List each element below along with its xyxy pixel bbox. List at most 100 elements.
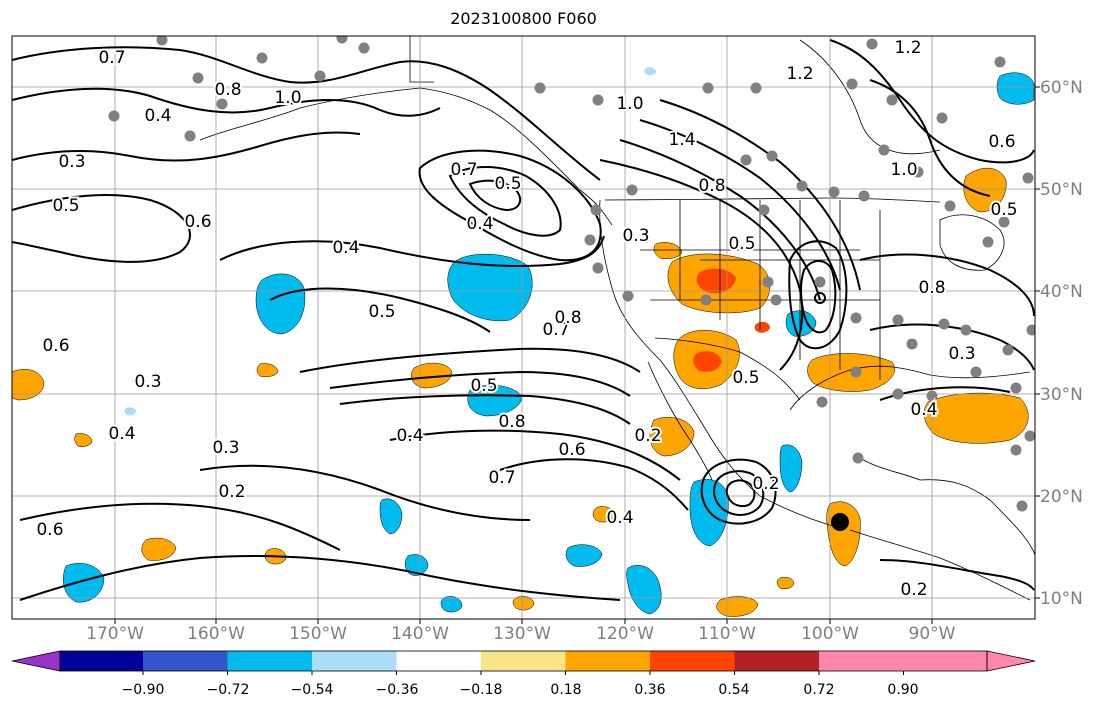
contour-ridge-2 [448, 166, 562, 237]
station-marker [938, 318, 950, 330]
station-marker [216, 98, 228, 110]
contour-north-1 [12, 46, 601, 181]
contour-label: 0.4 [144, 106, 171, 126]
contour-label: 1.2 [894, 38, 921, 58]
map-frame [11, 35, 1036, 620]
station-marker [256, 52, 268, 64]
contour-mid-1 [219, 235, 605, 268]
lon-label-160w: 160°W [187, 624, 245, 644]
station-marker [770, 294, 782, 306]
contour-ridge-3 [468, 179, 522, 212]
contour-label: 0.4 [396, 426, 423, 446]
station-marker [866, 38, 878, 50]
shade-pos-great-lakes [963, 168, 1007, 213]
contour-label: 1.2 [786, 64, 813, 84]
station-marker [850, 366, 862, 378]
colorbar-extend-max [986, 650, 1036, 672]
contour-north-2 [12, 87, 441, 117]
contour-label: 0.5 [470, 376, 497, 396]
station-marker [850, 312, 862, 324]
shade-pos-small-3 [653, 242, 683, 259]
lon-label-120w: 120°W [596, 624, 654, 644]
shade-neg-central-pacific [255, 273, 306, 335]
contour-label: 0.5 [728, 234, 755, 254]
colorbar-segment [60, 651, 143, 671]
lat-label-60n: 60°N [1040, 78, 1083, 98]
colorbar-label: −0.54 [290, 682, 334, 698]
colorbar-segment [734, 651, 819, 671]
contour-label: 0.8 [498, 412, 525, 432]
contour-continental-1 [599, 159, 804, 371]
colorbar-segment [565, 651, 650, 671]
station-marker [906, 338, 918, 350]
lon-label-140w: 140°W [391, 624, 449, 644]
map-borders [199, 36, 1035, 601]
border-alaska [409, 36, 434, 83]
contour-label: 0.6 [988, 132, 1015, 152]
colorbar-segment [819, 651, 987, 671]
contour-label: 0.7 [450, 160, 477, 180]
contour-label: 0.4 [108, 424, 135, 444]
contour-continental-3 [639, 119, 841, 291]
contour-label: 0.4 [332, 238, 359, 258]
contour-east-1 [859, 253, 1035, 317]
colorbar-label: 0.36 [634, 682, 666, 698]
station-marker [592, 94, 604, 106]
colorbar-segment [481, 651, 566, 671]
lon-label-100w: 100°W [801, 624, 859, 644]
graticule [12, 36, 1035, 619]
station-marker [1010, 382, 1022, 394]
contour-label: 0.8 [554, 308, 581, 328]
colorbar-outline [59, 650, 988, 672]
station-marker [740, 154, 752, 166]
shade-pos-small-7 [776, 577, 795, 590]
station-marker [858, 190, 870, 202]
colorbar-segment [143, 651, 228, 671]
shade-pos-east-pacific-1 [411, 362, 453, 389]
contour-south-1 [499, 458, 689, 511]
shade-pos-central-pacific [141, 537, 177, 561]
shade-neg-small-1 [379, 498, 403, 535]
shade-neg-south-2 [626, 565, 662, 615]
colorbar-label: 0.18 [550, 682, 582, 698]
contour-label: 0.3 [622, 226, 649, 246]
contour-continental-2 [619, 139, 821, 301]
coastline-central-america [849, 529, 1031, 601]
shade-neg-canada [996, 72, 1035, 105]
shade-pos-small-4 [74, 433, 93, 448]
contour-jet-4 [389, 429, 681, 481]
shade-neg-mexico-coast [779, 444, 803, 493]
shade-weak-neg-1 [124, 407, 136, 416]
border-us-canada [604, 197, 941, 203]
contour-jet-1 [299, 347, 641, 373]
contour-label: 0.6 [558, 440, 585, 460]
shade-pos-west-edge [12, 369, 45, 401]
lat-label-40n: 40°N [1040, 282, 1083, 302]
station-marker [336, 36, 348, 44]
contour-label: 0.2 [634, 426, 661, 446]
contour-label: 0.6 [184, 212, 211, 232]
colorbar-label: −0.18 [459, 682, 503, 698]
colorbar-label: −0.90 [121, 682, 165, 698]
lat-label-30n: 30°N [1040, 385, 1083, 405]
contour-mid-2 [269, 287, 491, 333]
station-marker [886, 94, 898, 106]
shade-pos-small-1 [592, 506, 615, 523]
station-marker [846, 78, 858, 90]
contour-northeast-2 [869, 79, 991, 197]
contour-label-group: 0.70.8 1.00.40.30.50.60.70.50.40.40.50.60… [34, 36, 1019, 602]
contour-trough-2 [800, 260, 837, 334]
lat-label-50n: 50°N [1040, 180, 1083, 200]
station-marker [814, 276, 826, 288]
station-marker [994, 56, 1006, 68]
coastline-baja [647, 361, 713, 481]
station-marker [592, 262, 604, 274]
lon-label-110w: 110°W [698, 624, 756, 644]
shade-pos-small-5 [512, 596, 535, 611]
shade-neg-east-pacific [447, 253, 533, 322]
contour-jet-3 [339, 394, 631, 425]
lat-label-10n: 10°N [1040, 589, 1083, 609]
lat-label-20n: 20°N [1040, 487, 1083, 507]
contour-label: 0.3 [58, 152, 85, 172]
